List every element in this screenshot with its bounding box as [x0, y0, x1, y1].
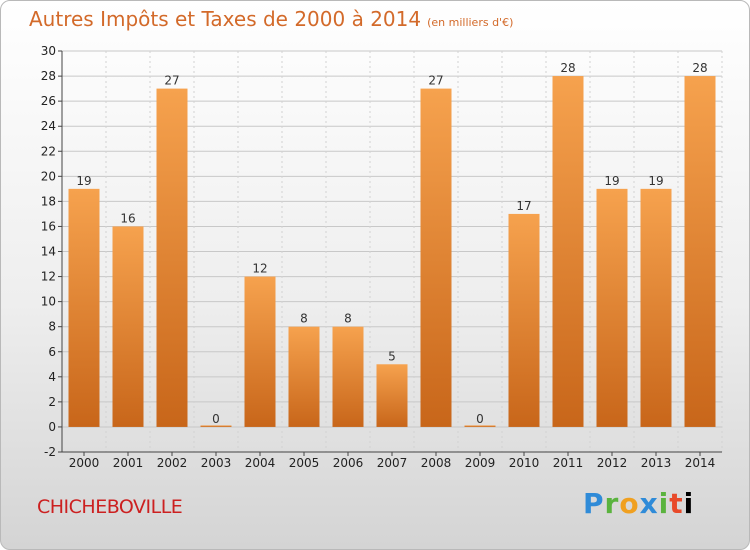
x-tick-label: 2008 [421, 456, 452, 470]
bar [332, 326, 364, 427]
bar [684, 76, 716, 427]
x-tick-label: 2001 [113, 456, 144, 470]
proxiti-logo[interactable]: Proxiti [583, 487, 694, 520]
data-label: 0 [476, 412, 484, 426]
x-tick-label: 2014 [685, 456, 716, 470]
x-tick-label: 2005 [289, 456, 320, 470]
bars [68, 76, 716, 427]
y-tick-label: 30 [41, 44, 56, 58]
logo-letter: i [683, 487, 695, 520]
bar [552, 76, 584, 427]
data-label: 0 [212, 412, 220, 426]
logo-letter: i [658, 487, 670, 520]
data-label: 5 [388, 349, 396, 363]
data-label: 19 [604, 174, 619, 188]
y-tick-label: 0 [48, 420, 56, 434]
logo-letter: r [604, 487, 620, 520]
bar [200, 425, 232, 427]
x-tick-label: 2002 [157, 456, 188, 470]
y-tick-label: -2 [44, 445, 56, 459]
y-tick-label: 10 [41, 295, 56, 309]
x-tick-label: 2004 [245, 456, 276, 470]
bar [508, 213, 540, 427]
data-label: 16 [120, 211, 135, 225]
bar [68, 188, 100, 427]
data-label: 28 [692, 61, 707, 75]
x-tick-label: 2003 [201, 456, 232, 470]
bar [640, 188, 672, 427]
x-tick-label: 2012 [597, 456, 628, 470]
data-label: 8 [300, 312, 308, 326]
y-tick-label: 24 [41, 119, 56, 133]
x-tick-label: 2007 [377, 456, 408, 470]
logo-letter: o [619, 487, 640, 520]
data-label: 17 [516, 199, 531, 213]
y-tick-label: 20 [41, 169, 56, 183]
bar [420, 88, 452, 427]
y-tick-label: 2 [48, 395, 56, 409]
y-tick-label: 16 [41, 219, 56, 233]
bar [288, 326, 320, 427]
x-tick-label: 2006 [333, 456, 364, 470]
y-tick-label: 18 [41, 194, 56, 208]
bar [156, 88, 188, 427]
bar [244, 276, 276, 427]
data-label: 8 [344, 312, 352, 326]
data-label: 19 [76, 174, 91, 188]
x-tick-label: 2013 [641, 456, 672, 470]
data-label: 12 [252, 262, 267, 276]
x-tick-label: 2011 [553, 456, 584, 470]
data-label: 27 [428, 74, 443, 88]
y-tick-label: 6 [48, 345, 56, 359]
x-tick-label: 2010 [509, 456, 540, 470]
y-tick-label: 4 [48, 370, 56, 384]
x-tick-label: 2000 [69, 456, 100, 470]
y-tick-label: 12 [41, 270, 56, 284]
bar [376, 364, 408, 427]
x-tick-label: 2009 [465, 456, 496, 470]
data-label: 28 [560, 61, 575, 75]
bar [596, 188, 628, 427]
chart-unit: (en milliers d'€) [427, 16, 514, 29]
logo-letter: x [639, 487, 659, 520]
y-tick-label: 28 [41, 69, 56, 83]
y-tick-label: 14 [41, 245, 56, 259]
logo-letter: t [669, 487, 684, 520]
logo-letter: P [583, 487, 605, 520]
chart-title: Autres Impôts et Taxes de 2000 à 2014 (en… [29, 7, 513, 31]
y-tick-label: 8 [48, 320, 56, 334]
data-labels: 19 16 27 0 12 8 8 5 27 0 17 28 19 19 28 [76, 61, 707, 426]
data-label: 19 [648, 174, 663, 188]
chart-title-text: Autres Impôts et Taxes de 2000 à 2014 [29, 7, 422, 31]
y-tick-label: 26 [41, 94, 56, 108]
bar [464, 425, 496, 427]
bar [112, 226, 144, 427]
town-name: CHICHEBOVILLE [37, 496, 183, 518]
y-tick-label: 22 [41, 144, 56, 158]
data-label: 27 [164, 74, 179, 88]
